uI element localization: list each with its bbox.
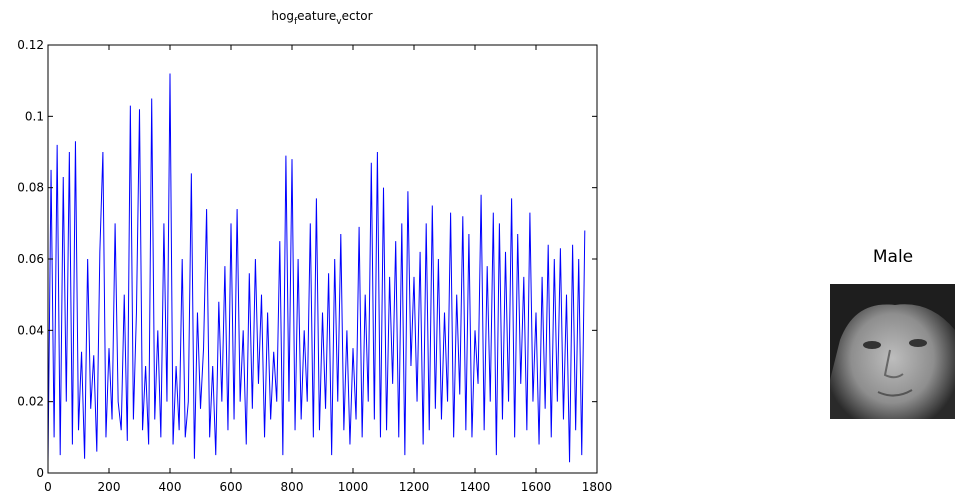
x-tick-label: 1400	[460, 480, 491, 494]
title-part: ector	[342, 9, 373, 23]
title-part: eature	[297, 9, 336, 23]
x-tick-label: 400	[159, 480, 182, 494]
x-tick-label: 1200	[399, 480, 430, 494]
title-subscript: f	[294, 17, 298, 27]
y-tick-label: 0.12	[17, 38, 44, 52]
y-tick-label: 0.04	[17, 323, 44, 337]
x-tick-label: 800	[281, 480, 304, 494]
x-tick-label: 200	[98, 480, 121, 494]
y-tick-label: 0.06	[17, 252, 44, 266]
x-tick-label: 0	[44, 480, 52, 494]
y-tick-label: 0	[36, 466, 44, 480]
title-part: hog	[271, 9, 294, 23]
y-tick-label: 0.02	[17, 395, 44, 409]
x-tick-label: 1600	[521, 480, 552, 494]
y-tick-label: 0.08	[17, 181, 44, 195]
data-line	[47, 73, 586, 463]
y-tick-label: 0.1	[25, 109, 44, 123]
x-tick-label: 600	[220, 480, 243, 494]
chart-title: hogfeaturevector	[271, 9, 372, 27]
x-tick-label: 1000	[338, 480, 369, 494]
title-subscript: v	[336, 17, 342, 27]
x-tick-label: 1800	[582, 480, 613, 494]
prediction-label: Male	[873, 247, 913, 267]
face-image	[830, 284, 955, 419]
